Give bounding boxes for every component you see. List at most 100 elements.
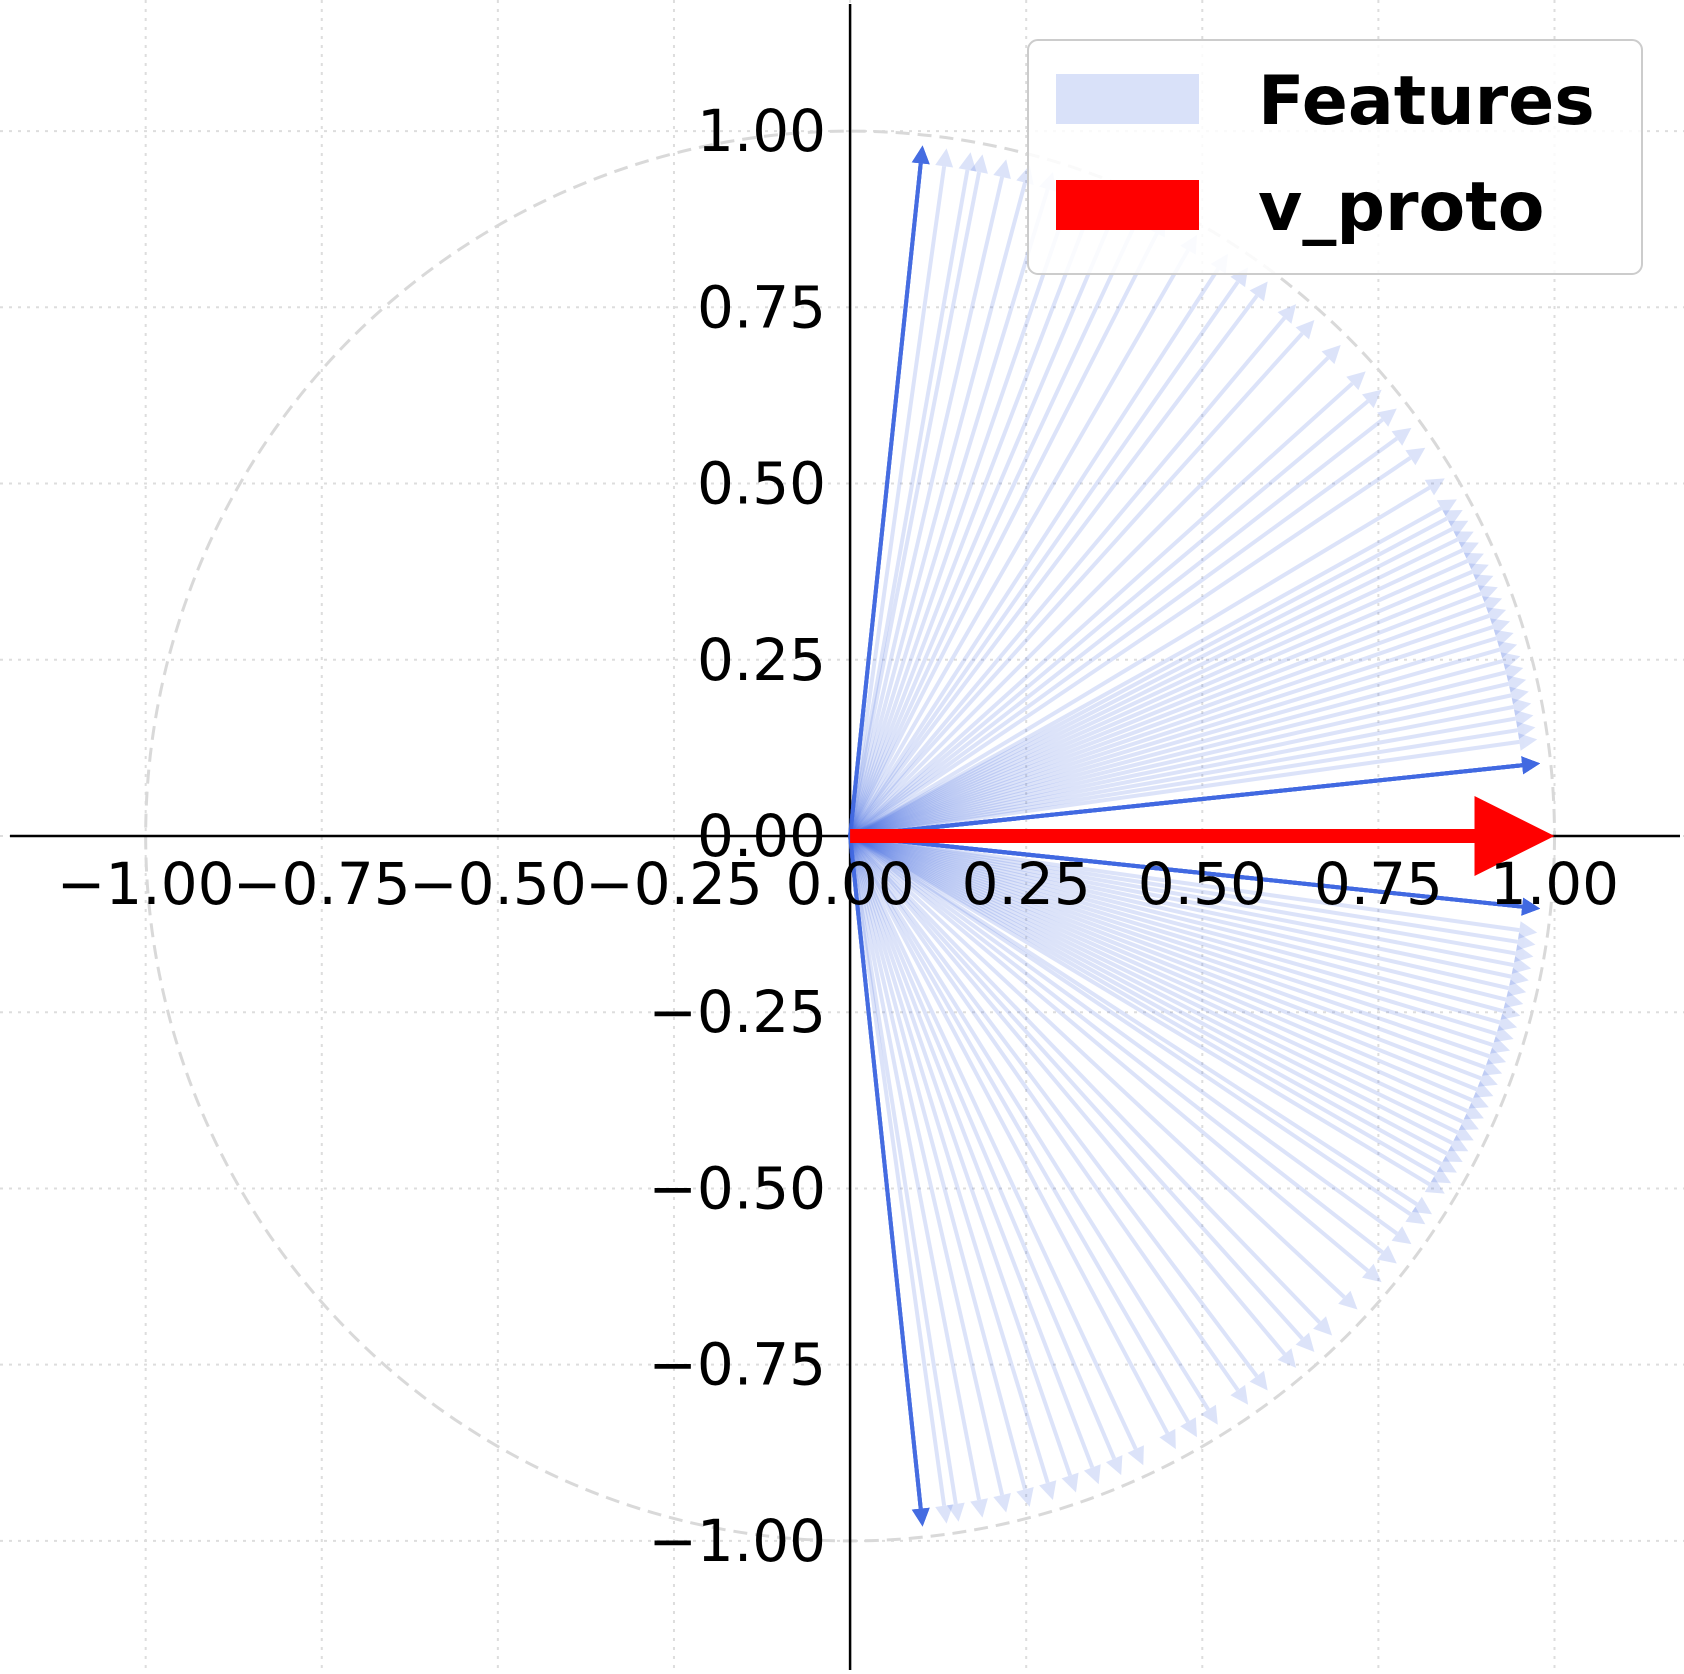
feature-vector-74-head: [1521, 756, 1541, 775]
feature-vector-45-head: [1463, 552, 1484, 570]
feature-vector-74-shaft: [849, 763, 1523, 838]
feature-vector-73-shaft: [849, 763, 1523, 838]
feature-vector-63-head: [1521, 756, 1541, 775]
feature-vector-44: [849, 542, 1479, 838]
feature-vector-19-head: [993, 159, 1011, 179]
feature-vector-101: [849, 834, 1541, 916]
feature-vector-157-head: [935, 1504, 954, 1524]
feature-vector-110-shaft: [849, 834, 1520, 933]
feature-vector-161-shaft: [848, 835, 923, 1509]
feature-vector-69: [849, 756, 1541, 838]
tick-labels: −1.00−0.75−0.50−0.25 0.00 0.25 0.50 0.75 1.00…: [57, 97, 1619, 1575]
feature-vector-156-head: [946, 1502, 965, 1522]
feature-vector-70-shaft: [849, 763, 1523, 838]
feature-vector-157: [848, 835, 954, 1524]
feature-vector-10-head: [911, 145, 930, 165]
feature-vector-138-shaft: [848, 834, 1370, 1273]
feature-vector-136-shaft: [848, 834, 1399, 1236]
feature-vector-163: [848, 835, 930, 1527]
feature-vector-33-shaft: [848, 356, 1330, 838]
feature-vector-27-shaft: [848, 249, 1190, 837]
feature-vector-94-shaft: [849, 834, 1523, 909]
feature-vector-100-shaft: [849, 834, 1523, 909]
feature-vector-147: [848, 835, 1176, 1450]
feature-vector-46-shaft: [849, 569, 1473, 838]
feature-vector-58: [849, 698, 1532, 838]
feature-vector-119-shaft: [849, 834, 1497, 1036]
feature-vector-106-head: [1521, 897, 1541, 916]
feature-vector-83-shaft: [849, 763, 1523, 838]
proto-vector-layer: [850, 796, 1555, 876]
feature-vector-16-head: [935, 148, 954, 168]
feature-vector-153-shaft: [848, 835, 1027, 1490]
feature-vector-87: [849, 834, 1541, 916]
feature-vector-77-shaft: [849, 763, 1523, 838]
feature-vector-90-shaft: [849, 834, 1523, 909]
feature-vector-88-shaft: [849, 834, 1523, 909]
feature-vector-70: [849, 756, 1541, 838]
legend-swatch-v-proto: [1056, 180, 1199, 230]
feature-vector-102-shaft: [849, 834, 1523, 909]
feature-vector-165-shaft: [848, 835, 923, 1509]
feature-vector-10: [848, 145, 930, 837]
feature-vector-122-shaft: [849, 834, 1486, 1070]
feature-vector-148-shaft: [848, 835, 1138, 1450]
feature-vector-54-head: [1500, 652, 1521, 670]
feature-vector-156-shaft: [848, 835, 958, 1505]
feature-vector-91: [849, 834, 1541, 916]
feature-vector-38: [848, 447, 1426, 838]
feature-vector-112: [849, 834, 1534, 963]
x-tick-label-6: 0.50: [1138, 850, 1267, 918]
feature-vector-131-head: [1436, 1156, 1457, 1173]
feature-vector-75-shaft: [849, 763, 1523, 838]
feature-vector-145: [848, 834, 1218, 1425]
feature-vector-103: [849, 834, 1541, 916]
feature-vector-66-head: [1521, 756, 1541, 775]
feature-vector-122: [849, 834, 1503, 1076]
feature-vector-89-shaft: [849, 834, 1523, 909]
feature-vector-99-shaft: [849, 834, 1523, 909]
feature-vector-79: [849, 756, 1541, 838]
feature-vector-81-shaft: [849, 763, 1523, 838]
feature-vector-34: [848, 371, 1366, 838]
feature-vector-12-shaft: [848, 163, 923, 837]
feature-vector-69-shaft: [849, 763, 1523, 838]
feature-vector-111-shaft: [849, 834, 1518, 944]
y-tick-label-8: −1.00: [648, 1507, 826, 1575]
feature-vector-39-head: [1424, 478, 1445, 496]
feature-vector-40-head: [1436, 499, 1457, 516]
feature-vector-112-head: [1514, 944, 1534, 963]
feature-vector-169-head: [911, 1507, 930, 1527]
feature-vector-167-shaft: [848, 835, 923, 1509]
feature-vector-134-head: [1412, 1196, 1432, 1215]
feature-vector-32-shaft: [848, 332, 1304, 838]
feature-vector-131-shaft: [849, 834, 1443, 1166]
feature-vector-100: [849, 834, 1541, 916]
feature-vector-156: [848, 835, 965, 1522]
feature-vector-40: [849, 499, 1457, 838]
feature-vector-47: [849, 574, 1494, 838]
feature-vector-63: [849, 756, 1541, 838]
feature-vector-143-shaft: [848, 834, 1259, 1378]
feature-vector-109-shaft: [849, 834, 1523, 909]
feature-vector-9-head: [911, 145, 930, 165]
feature-vector-137-head: [1377, 1245, 1397, 1264]
feature-vector-64-shaft: [849, 763, 1523, 838]
feature-vector-18-head: [970, 154, 988, 174]
feature-vector-18: [848, 154, 988, 837]
feature-vectors: [848, 145, 1541, 1527]
feature-vector-113: [849, 834, 1532, 974]
feature-vector-57-shaft: [849, 693, 1512, 838]
feature-vector-31-shaft: [848, 316, 1287, 838]
feature-vector-130-shaft: [849, 834, 1448, 1156]
feature-vector-121: [849, 834, 1507, 1065]
feature-vector-33: [848, 345, 1341, 838]
feature-vector-46: [849, 563, 1489, 838]
feature-vector-151: [848, 835, 1079, 1493]
feature-vector-48: [849, 585, 1498, 838]
feature-vector-73-head: [1521, 756, 1541, 775]
feature-vector-89-head: [1521, 897, 1541, 916]
feature-vector-2: [848, 145, 930, 837]
feature-vector-109: [849, 834, 1541, 916]
feature-vector-9: [848, 145, 930, 837]
